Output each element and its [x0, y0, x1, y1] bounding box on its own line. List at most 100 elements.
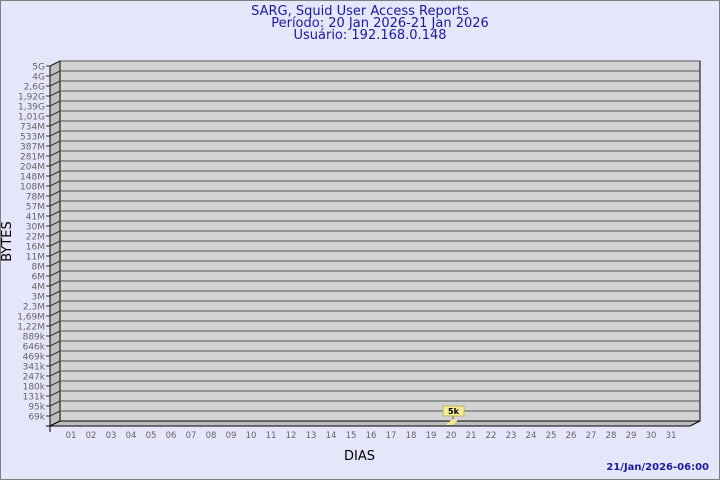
y-tick-label: 41M: [26, 213, 45, 223]
x-tick-label: 22: [486, 431, 497, 441]
y-tick-diag: [49, 100, 61, 107]
y-tick-label: 30M: [26, 223, 45, 233]
y-tick-diag: [49, 380, 61, 387]
y-tick-label: 734M: [20, 123, 45, 133]
y-tick-label: 131k: [23, 393, 46, 403]
y-tick-diag: [49, 410, 61, 417]
x-tick-label: 13: [306, 431, 317, 441]
x-tick-label: 28: [606, 431, 617, 441]
x-tick-label: 01: [66, 431, 77, 441]
y-tick-diag: [49, 300, 61, 307]
y-tick-diag: [49, 70, 61, 77]
y-tick-label: 1,69M: [17, 313, 45, 323]
x-tick-label: 05: [146, 431, 157, 441]
x-tick-label: 02: [86, 431, 97, 441]
y-tick-diag: [49, 140, 61, 147]
y-tick-label: 281M: [20, 153, 45, 163]
y-tick-diag: [49, 60, 61, 67]
y-tick-diag: [49, 360, 61, 367]
y-tick-diag: [49, 160, 61, 167]
y-tick-label: 4G: [32, 73, 45, 83]
y-tick-diag: [49, 110, 61, 117]
y-tick-diag: [49, 370, 61, 377]
y-tick-label: 889k: [23, 333, 46, 343]
x-axis-label: DIAS: [344, 449, 375, 464]
y-tick-label: 1,22M: [17, 323, 45, 333]
y-tick-label: 78M: [26, 193, 45, 203]
y-tick-label: 95k: [28, 403, 45, 413]
chart-user: Usuário: 192.168.0.148: [293, 28, 447, 43]
y-tick-diag: [49, 210, 61, 217]
y-tick-diag: [49, 120, 61, 127]
x-tick-label: 10: [246, 431, 257, 441]
x-tick-label: 18: [406, 431, 417, 441]
y-tick-label: 247k: [23, 373, 46, 383]
y-tick-label: 69k: [28, 413, 45, 423]
y-tick-label: 2,6G: [24, 83, 45, 93]
x-tick-label: 07: [186, 431, 197, 441]
bar: [446, 420, 458, 425]
x-tick-label: 20: [446, 431, 457, 441]
x-tick-label: 19: [426, 431, 437, 441]
y-tick-diag: [49, 180, 61, 187]
x-tick-label: 31: [666, 431, 677, 441]
y-tick-diag: [49, 150, 61, 157]
y-tick-diag: [49, 330, 61, 337]
y-tick-diag: [49, 290, 61, 297]
x-tick-label: 09: [226, 431, 237, 441]
x-tick-label: 27: [586, 431, 597, 441]
y-tick-diag: [49, 240, 61, 247]
y-tick-diag: [49, 270, 61, 277]
x-tick-label: 25: [546, 431, 557, 441]
y-tick-diag: [49, 90, 61, 97]
chart-title: SARG, Squid User Access Reports: [251, 4, 469, 19]
y-tick-label: 11M: [26, 253, 45, 263]
y-tick-diag: [49, 200, 61, 207]
y-axis-label: BYTES: [0, 221, 15, 262]
bar-label: 5k: [448, 407, 460, 416]
y-tick-diag: [49, 170, 61, 177]
x-tick-label: 15: [346, 431, 357, 441]
y-tick-label: 533M: [20, 133, 45, 143]
x-tick-label: 06: [166, 431, 177, 441]
x-tick-label: 17: [386, 431, 397, 441]
y-tick-label: 646k: [23, 343, 46, 353]
y-tick-diag: [49, 310, 61, 317]
y-tick-diag: [49, 320, 61, 327]
timestamp: 21/Jan/2026-06:00: [606, 462, 709, 473]
y-tick-diag: [49, 340, 61, 347]
y-tick-label: 469k: [23, 353, 46, 363]
y-tick-label: 2,3M: [23, 303, 45, 313]
bar-label-box: [442, 405, 465, 417]
y-tick-diag: [49, 400, 61, 407]
x-tick-label: 03: [106, 431, 117, 441]
y-tick-label: 6M: [32, 273, 46, 283]
y-tick-diag: [49, 260, 61, 267]
x-tick-label: 14: [326, 431, 337, 441]
y-tick-diag: [49, 280, 61, 287]
y-tick-diag: [49, 80, 61, 87]
y-tick-label: 57M: [26, 203, 45, 213]
x-tick-label: 29: [626, 431, 637, 441]
x-tick-label: 11: [266, 431, 277, 441]
y-tick-label: 387M: [20, 143, 45, 153]
y-tick-diag: [49, 250, 61, 257]
x-tick-label: 23: [506, 431, 517, 441]
y-tick-label: 108M: [20, 183, 45, 193]
y-tick-label: 16M: [26, 243, 45, 253]
y-tick-label: 180k: [23, 383, 46, 393]
x-tick-label: 04: [126, 431, 137, 441]
y-tick-label: 4M: [32, 283, 46, 293]
y-tick-label: 1,39G: [18, 103, 45, 113]
y-tick-diag: [49, 130, 61, 137]
y-tick-label: 148M: [20, 173, 45, 183]
y-tick-diag: [49, 190, 61, 197]
y-tick-label: 5G: [32, 63, 45, 73]
x-tick-label: 30: [646, 431, 657, 441]
x-tick-label: 08: [206, 431, 217, 441]
y-tick-label: 204M: [20, 163, 45, 173]
y-tick-diag: [49, 390, 61, 397]
y-tick-diag: [49, 350, 61, 357]
